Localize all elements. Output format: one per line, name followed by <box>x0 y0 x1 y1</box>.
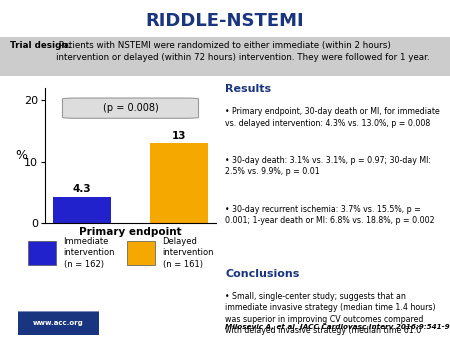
Text: • 30-day death: 3.1% vs. 3.1%, p = 0.97; 30-day MI:
2.5% vs. 9.9%, p = 0.01: • 30-day death: 3.1% vs. 3.1%, p = 0.97;… <box>225 156 431 176</box>
Y-axis label: %: % <box>15 149 27 162</box>
FancyBboxPatch shape <box>12 311 105 335</box>
Bar <box>28 241 56 265</box>
Bar <box>127 241 155 265</box>
Text: • Primary endpoint, 30-day death or MI, for immediate
vs. delayed intervention: : • Primary endpoint, 30-day death or MI, … <box>225 107 440 128</box>
Text: Trial design:: Trial design: <box>10 41 71 50</box>
Text: Immediate
intervention
(n = 162): Immediate intervention (n = 162) <box>63 237 115 269</box>
Text: Milosevic A, et al. JACC Cardiovasc Interv 2016;9:541-9: Milosevic A, et al. JACC Cardiovasc Inte… <box>225 323 450 330</box>
FancyBboxPatch shape <box>63 98 198 118</box>
X-axis label: Primary endpoint: Primary endpoint <box>79 227 182 237</box>
Text: Patients with NSTEMI were randomized to either immediate (within 2 hours)
interv: Patients with NSTEMI were randomized to … <box>56 41 430 62</box>
Bar <box>53 197 111 223</box>
Bar <box>150 143 208 223</box>
Text: Conclusions: Conclusions <box>225 269 299 279</box>
Text: www.acc.org: www.acc.org <box>33 320 84 326</box>
Text: • 30-day recurrent ischemia: 3.7% vs. 15.5%, p =
0.001; 1-year death or MI: 6.8%: • 30-day recurrent ischemia: 3.7% vs. 15… <box>225 204 435 225</box>
Text: (p = 0.008): (p = 0.008) <box>103 103 158 113</box>
Text: RIDDLE-NSTEMI: RIDDLE-NSTEMI <box>146 12 304 30</box>
Text: • Small, single-center study; suggests that an
immediate invasive strategy (medi: • Small, single-center study; suggests t… <box>225 292 436 338</box>
Text: 4.3: 4.3 <box>72 184 91 194</box>
Text: 13: 13 <box>172 131 186 141</box>
Text: Delayed
intervention
(n = 161): Delayed intervention (n = 161) <box>162 237 214 269</box>
Text: Results: Results <box>225 84 271 95</box>
